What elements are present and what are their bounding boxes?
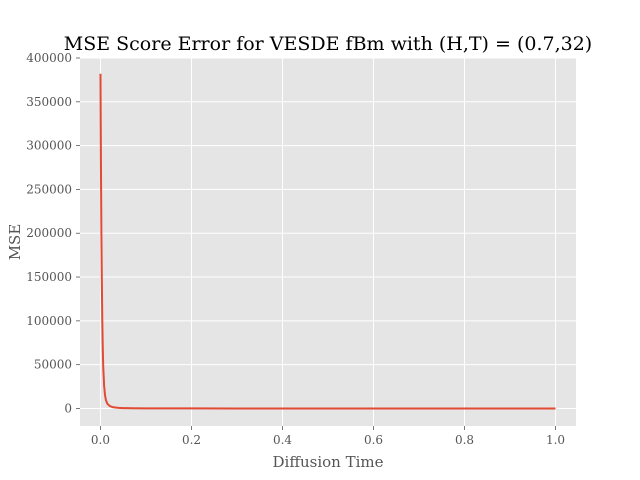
- series-layer: [99, 73, 556, 410]
- y-tick-label: 300000: [26, 139, 72, 153]
- y-tick-label: 50000: [34, 358, 72, 372]
- y-tick-label: 150000: [26, 270, 72, 284]
- y-tick-label: 350000: [26, 95, 72, 109]
- x-tick-label: 0.8: [455, 433, 474, 447]
- x-tick-label: 0.2: [182, 433, 201, 447]
- y-tick-label: 100000: [26, 314, 72, 328]
- x-tick-label: 0.6: [364, 433, 383, 447]
- x-tick-label: 0.0: [91, 433, 110, 447]
- x-axis: 0.0 0.2 0.4 0.6 0.8 1.0: [91, 426, 565, 447]
- chart-title: MSE Score Error for VESDE fBm with (H,T)…: [64, 33, 592, 55]
- x-tick-label: 0.4: [273, 433, 292, 447]
- x-tick-label: 1.0: [546, 433, 565, 447]
- y-tick-label: 400000: [26, 51, 72, 65]
- y-tick-label: 200000: [26, 226, 72, 240]
- series-line: [99, 73, 556, 410]
- plot-area: [80, 58, 576, 426]
- x-axis-label: Diffusion Time: [273, 453, 384, 471]
- y-axis: 0 50000 100000 150000 200000 250000 300000 3500…: [26, 51, 80, 415]
- grid-lines: [80, 57, 576, 426]
- y-tick-label: 250000: [26, 182, 72, 196]
- y-axis-label: MSE: [6, 224, 24, 261]
- y-tick-label: 0: [64, 401, 72, 415]
